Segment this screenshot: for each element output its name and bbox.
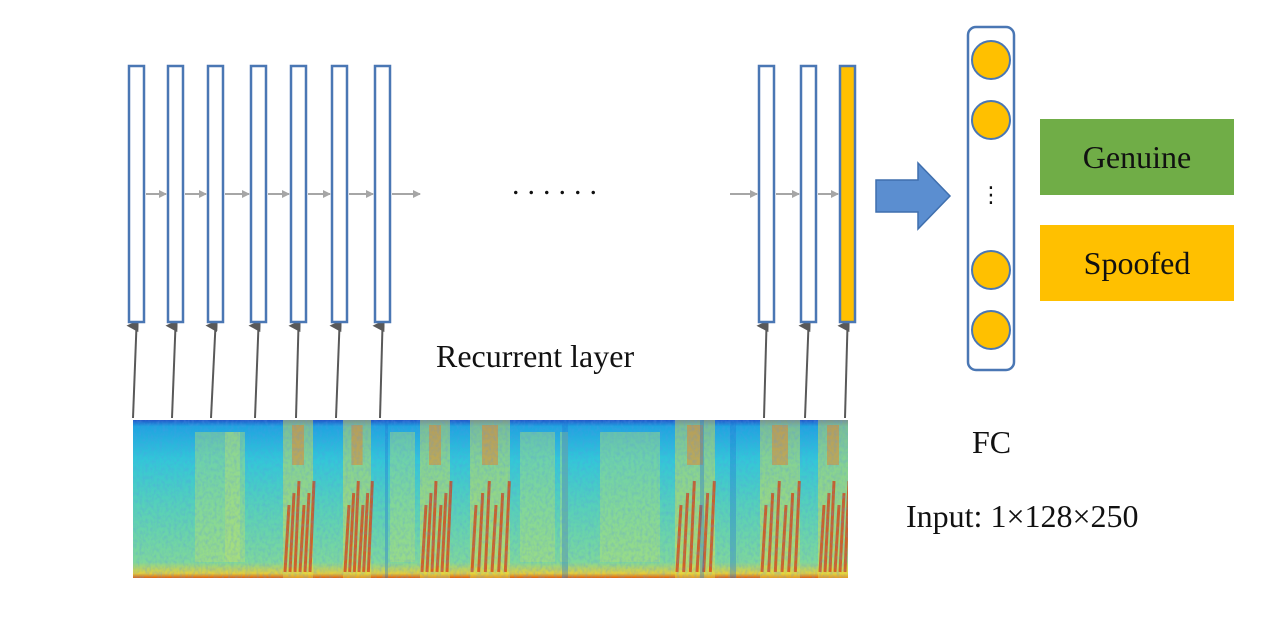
output-spoofed-label: Spoofed bbox=[1083, 244, 1191, 281]
input-arrow bbox=[798, 320, 811, 419]
recurrent-layer-label: Recurrent layer bbox=[436, 338, 635, 374]
recurrent-cells bbox=[127, 64, 857, 324]
input-arrow bbox=[329, 320, 342, 419]
sequence-ellipsis: ...... bbox=[512, 168, 605, 201]
input-arrow bbox=[756, 320, 769, 419]
output-spoofed: Spoofed bbox=[1040, 225, 1234, 301]
input-arrow bbox=[205, 320, 218, 419]
recurrent-cell bbox=[373, 64, 392, 324]
recurrent-cell bbox=[249, 64, 268, 324]
recurrent-cell bbox=[127, 64, 146, 324]
fc-layer: ⋮ bbox=[966, 25, 1016, 372]
final-recurrent-cell bbox=[838, 64, 857, 324]
fc-neuron bbox=[971, 40, 1011, 80]
output-genuine: Genuine bbox=[1040, 119, 1234, 195]
input-arrows bbox=[126, 320, 850, 419]
spectrogram-input bbox=[133, 420, 848, 578]
fc-neuron bbox=[971, 250, 1011, 290]
recurrent-cell bbox=[166, 64, 185, 324]
right-arrow-icon bbox=[875, 161, 952, 231]
fc-neuron bbox=[971, 310, 1011, 350]
input-arrow bbox=[165, 320, 178, 419]
recurrent-cell bbox=[289, 64, 308, 324]
fc-ellipsis: ⋮ bbox=[980, 183, 1002, 208]
fc-label: FC bbox=[972, 424, 1012, 460]
fc-neuron bbox=[971, 100, 1011, 140]
recurrent-cell bbox=[757, 64, 776, 324]
recurrent-cell bbox=[330, 64, 349, 324]
input-arrow bbox=[372, 320, 385, 419]
input-shape-label: Input: 1×128×250 bbox=[906, 498, 1139, 534]
input-arrow bbox=[288, 320, 301, 419]
input-arrow bbox=[248, 320, 261, 419]
input-arrow bbox=[837, 320, 850, 419]
input-arrow bbox=[126, 320, 139, 419]
output-genuine-label: Genuine bbox=[1082, 138, 1192, 175]
recurrent-cell bbox=[799, 64, 818, 324]
recurrent-cell bbox=[206, 64, 225, 324]
